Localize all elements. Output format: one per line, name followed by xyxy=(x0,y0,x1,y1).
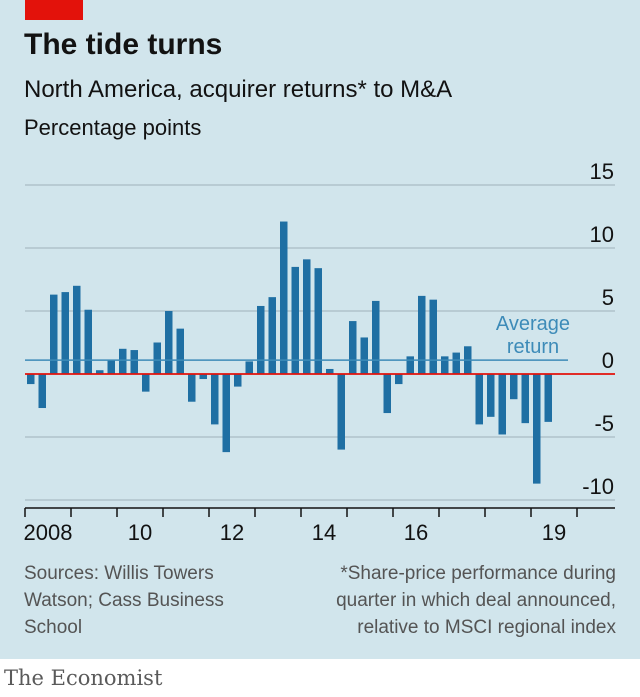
bar xyxy=(61,292,69,374)
reference-lines xyxy=(25,359,615,375)
chart-subtitle: North America, acquirer returns* to M&A xyxy=(24,76,453,103)
x-tick-label: 19 xyxy=(542,520,566,545)
bar xyxy=(544,374,552,422)
bar xyxy=(291,266,299,374)
bar xyxy=(280,221,288,374)
bar xyxy=(27,374,35,385)
bar xyxy=(383,374,391,414)
y-tick-label: 10 xyxy=(590,222,614,247)
publisher-logo: The Economist xyxy=(4,666,163,690)
y-tick-label: -10 xyxy=(582,474,614,499)
sources-note: Sources: Willis Towers Watson; Cass Busi… xyxy=(24,563,224,638)
bar xyxy=(257,305,265,374)
bar xyxy=(199,374,207,380)
bar xyxy=(533,374,541,484)
bar xyxy=(176,328,184,374)
x-tick-label: 16 xyxy=(404,520,428,545)
bar xyxy=(475,374,483,425)
bar xyxy=(165,311,173,374)
bar xyxy=(314,268,322,374)
bar xyxy=(130,350,138,374)
bar xyxy=(153,342,161,374)
bar xyxy=(337,374,345,450)
bar xyxy=(521,374,529,424)
bar xyxy=(441,356,449,374)
bar xyxy=(142,374,150,392)
y-tick-label: 5 xyxy=(602,285,614,310)
bar xyxy=(222,374,230,453)
bar xyxy=(73,285,81,374)
bar xyxy=(498,374,506,435)
x-axis: 2008 10 12 14 16 19 xyxy=(24,507,615,545)
bar xyxy=(510,374,518,400)
bar xyxy=(360,337,368,374)
bar xyxy=(107,360,115,374)
bar xyxy=(188,374,196,402)
bar xyxy=(50,294,58,374)
bar xyxy=(395,374,403,385)
bar xyxy=(429,299,437,374)
bar xyxy=(418,295,426,374)
bar xyxy=(452,352,460,374)
bar xyxy=(349,321,357,374)
x-tick-label: 2008 xyxy=(24,520,73,545)
y-tick-label: -5 xyxy=(594,411,614,436)
bar xyxy=(372,300,380,374)
unit-label: Percentage points xyxy=(24,115,202,140)
brand-tag xyxy=(25,0,83,20)
bar xyxy=(84,309,92,374)
bar xyxy=(211,374,219,425)
x-tick-label: 14 xyxy=(312,520,336,545)
chart-title: The tide turns xyxy=(24,28,223,61)
x-tick-label: 12 xyxy=(220,520,244,545)
x-tick-label: 10 xyxy=(128,520,152,545)
bar xyxy=(38,374,46,409)
average-label-line: Average xyxy=(496,313,570,335)
bar xyxy=(406,356,414,374)
average-label-line: return xyxy=(507,336,559,358)
bar xyxy=(119,348,127,374)
chart-panel: The tide turns North America, acquirer r… xyxy=(0,0,640,659)
footnote: *Share-price performance during quarter … xyxy=(336,563,616,638)
bar xyxy=(245,361,253,374)
bar xyxy=(487,374,495,417)
bar xyxy=(234,374,242,387)
bar xyxy=(326,368,334,374)
y-tick-labels: 15 10 5 0 -5 -10 xyxy=(582,159,614,499)
bar xyxy=(96,370,104,374)
y-tick-label: 0 xyxy=(602,348,614,373)
bar xyxy=(268,297,276,374)
bars xyxy=(27,221,552,484)
y-tick-label: 15 xyxy=(590,159,614,184)
bar xyxy=(303,259,311,374)
